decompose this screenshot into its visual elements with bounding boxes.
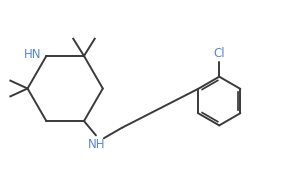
Text: HN: HN — [24, 48, 42, 61]
Text: NH: NH — [88, 138, 105, 151]
Text: Cl: Cl — [213, 47, 225, 60]
